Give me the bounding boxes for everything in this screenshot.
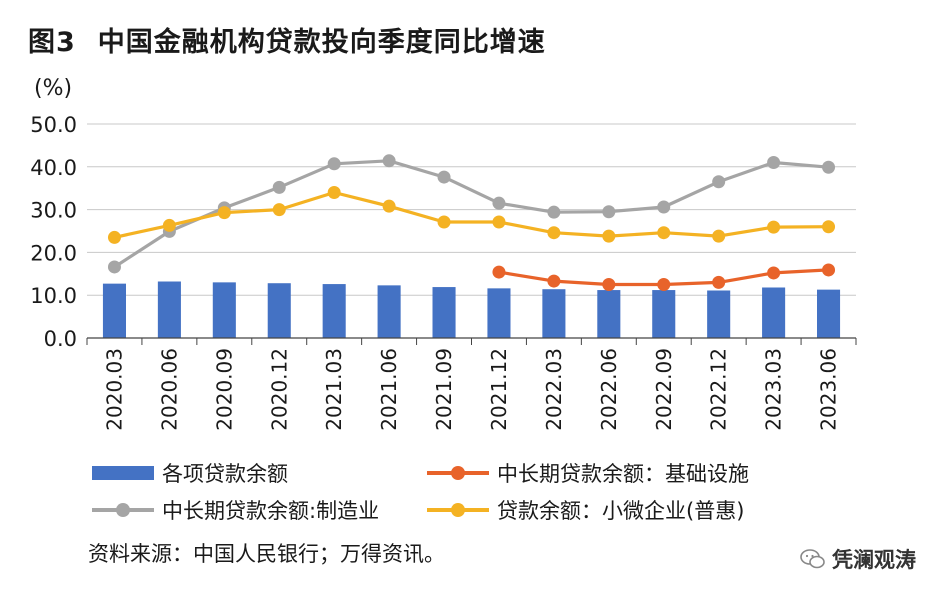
data-point [492,215,506,229]
series-line [113,159,829,269]
x-tick-label: 2020.06 [157,348,181,431]
data-point [547,205,561,219]
x-tick-label: 2022.03 [542,348,566,431]
bar [487,288,511,338]
data-point [657,278,671,291]
x-tick-label: 2021.06 [377,348,401,431]
y-tick-label: 30.0 [30,199,77,223]
x-tick-label: 2023.06 [817,348,841,431]
data-point [547,226,561,240]
data-point [162,218,176,232]
x-tick-label: 2021.09 [432,348,456,431]
bar [377,285,401,338]
x-tick-label: 2020.12 [267,348,291,431]
source-note: 资料来源：中国人民银行；万得资讯。 [88,542,445,566]
bar [267,283,291,338]
x-tick-label: 2022.09 [652,348,676,431]
data-point [767,156,781,170]
data-point [657,200,671,214]
data-point [382,199,396,213]
data-point [822,160,836,174]
x-tick-label: 2021.12 [487,348,511,431]
y-axis-unit: (%) [34,76,73,101]
data-point [272,180,286,194]
bar [322,284,346,338]
data-point [217,206,231,220]
x-tick-label: 2021.03 [322,348,346,431]
y-tick-label: 40.0 [30,156,77,180]
y-tick-label: 50.0 [30,113,77,137]
data-point [767,220,781,234]
bar [102,283,126,338]
bar [652,290,676,338]
data-point [712,275,726,289]
y-tick-label: 20.0 [30,241,77,265]
bar [212,282,236,338]
data-point [437,170,451,184]
watermark: 凭澜观涛 [800,544,916,574]
data-point [602,278,616,291]
x-tick-label: 2023.03 [762,348,786,431]
data-point [107,260,121,274]
x-tick-label: 2020.03 [102,348,126,431]
wechat-icon [800,549,825,569]
figure-number: 图3 [28,27,76,58]
data-point [767,266,781,280]
bar [157,281,181,338]
bar [817,289,841,338]
bar [597,290,621,338]
watermark-text: 凭澜观涛 [832,548,916,572]
y-tick-label: 0.0 [44,327,77,351]
data-point [822,263,836,277]
data-point [492,196,506,210]
series-line [114,190,829,239]
data-point [712,229,726,243]
data-point [492,265,506,279]
bar [432,287,456,338]
bar [707,290,731,338]
x-tick-label: 2022.12 [707,348,731,431]
bar [762,287,786,338]
data-point [272,203,286,217]
data-point [107,230,121,244]
data-point [822,220,836,234]
data-point [657,226,671,240]
data-point [382,154,396,168]
x-tick-label: 2022.06 [597,348,621,431]
data-point [712,175,726,189]
data-point [327,157,341,171]
data-point [327,185,341,199]
x-tick-label: 2020.09 [212,348,236,431]
data-point [547,274,561,288]
data-point [437,215,451,229]
bar [542,289,566,338]
y-tick-label: 10.0 [30,284,77,308]
data-point [602,229,616,243]
figure-title: 中国金融机构贷款投向季度同比增速 [97,27,546,58]
chart-title: 图3 中国金融机构贷款投向季度同比增速 [28,20,546,59]
data-point [602,205,616,219]
